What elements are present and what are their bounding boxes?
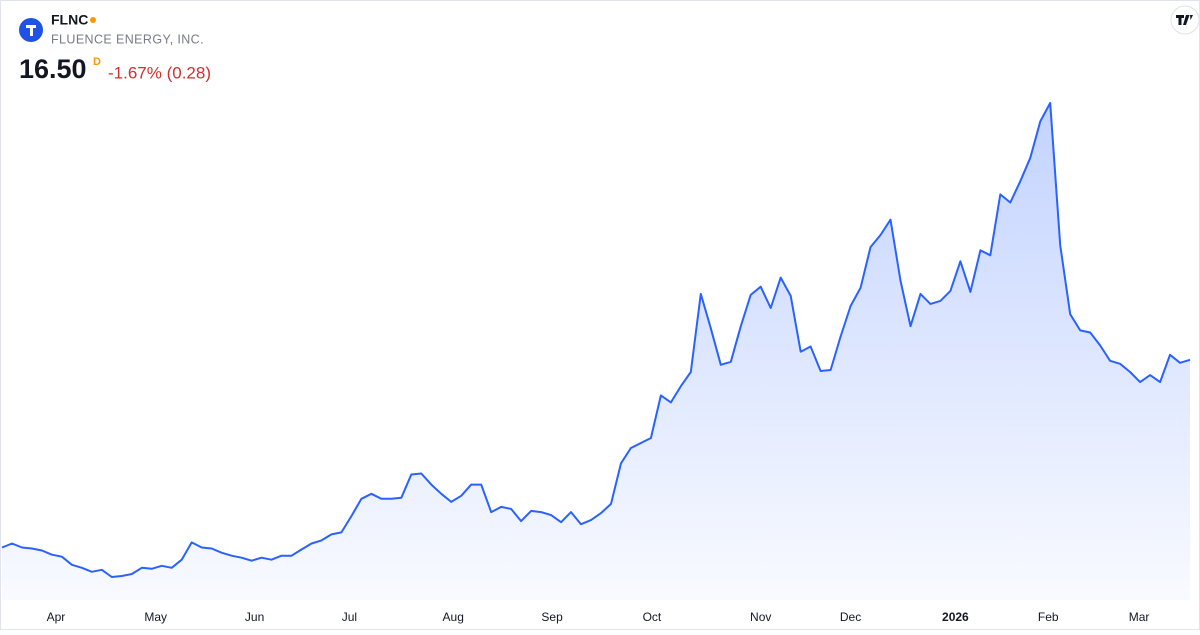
symbol: FLNC bbox=[51, 12, 88, 28]
x-tick-label: 2026 bbox=[942, 610, 969, 624]
x-tick-label: Mar bbox=[1129, 610, 1150, 624]
status-dot bbox=[90, 17, 96, 23]
area-fill bbox=[2, 103, 1190, 600]
price-line bbox=[1, 102, 1191, 578]
change: -1.67% (0.28) bbox=[108, 63, 211, 82]
x-tick-label: Sep bbox=[541, 610, 563, 624]
x-tick-label: Oct bbox=[643, 610, 662, 624]
price: 16.50 bbox=[19, 54, 87, 84]
brand-logo bbox=[1176, 15, 1193, 25]
x-tick-label: Dec bbox=[840, 610, 861, 624]
x-tick-label: May bbox=[144, 610, 167, 624]
x-tick-label: Jul bbox=[342, 610, 357, 624]
logo-glyph bbox=[26, 25, 36, 36]
plot: Apr May Jun Jul Aug Sep Oct Nov Dec 2026 Feb Mar bbox=[1, 102, 1191, 624]
interval: D bbox=[93, 56, 101, 68]
x-tick-label: Nov bbox=[750, 610, 771, 624]
x-tick-label: Feb bbox=[1038, 610, 1059, 624]
x-tick-label: Jun bbox=[245, 610, 264, 624]
x-tick-label: Aug bbox=[443, 610, 464, 624]
company: FLUENCE ENERGY, INC. bbox=[51, 32, 204, 46]
x-tick-label: Apr bbox=[47, 610, 66, 624]
